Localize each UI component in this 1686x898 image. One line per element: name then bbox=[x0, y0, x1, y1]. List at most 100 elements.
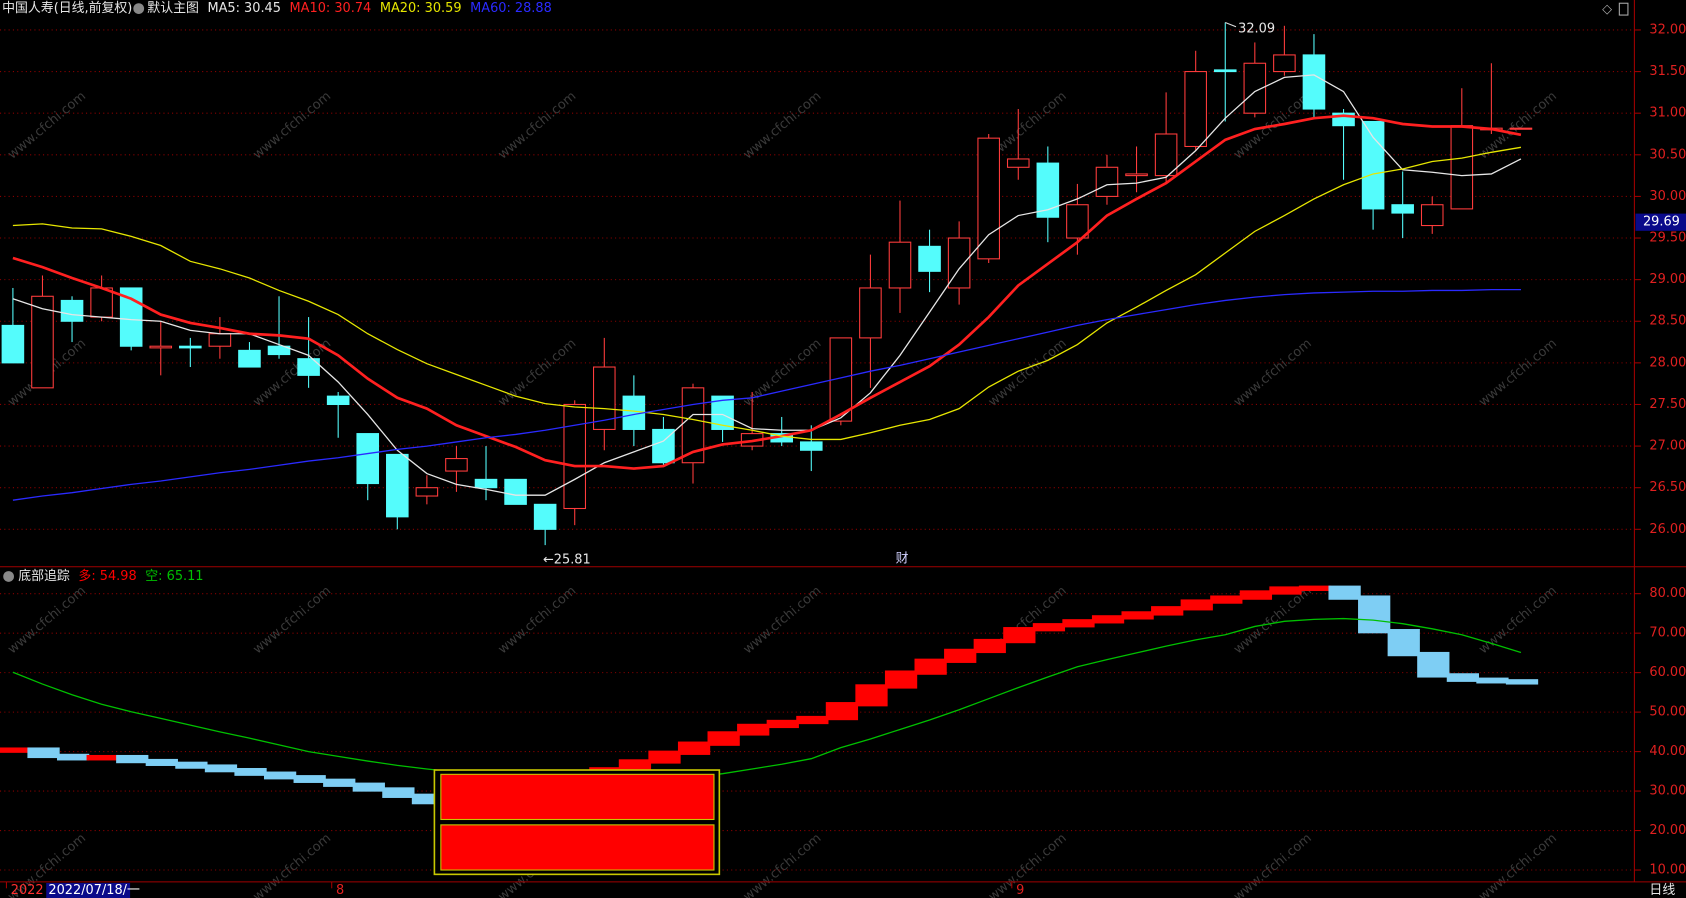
tracking-block bbox=[323, 778, 356, 787]
y-tick-label: 60.00 bbox=[1649, 665, 1686, 680]
tracking-block bbox=[1239, 590, 1273, 600]
candle-body bbox=[267, 345, 291, 356]
tracking-block bbox=[1387, 629, 1420, 657]
y-tick-label: 80.00 bbox=[1649, 586, 1686, 601]
tracking-block bbox=[1269, 586, 1302, 595]
candle-body bbox=[90, 287, 113, 318]
ma-line bbox=[12, 146, 1522, 441]
icon-diamond[interactable]: ◇ bbox=[1602, 2, 1612, 17]
tracking-block bbox=[1417, 651, 1450, 678]
candle-body bbox=[179, 345, 202, 349]
tracking-block bbox=[116, 754, 149, 764]
y-tick-label: 20.00 bbox=[1649, 823, 1686, 838]
candle-body bbox=[681, 387, 705, 464]
legend-entry: MA5: 30.45 bbox=[207, 1, 280, 16]
chart-title: 中国人寿(日线,前复权) bbox=[2, 0, 132, 16]
menu-icon[interactable] bbox=[133, 3, 145, 14]
candle-body bbox=[593, 366, 616, 430]
y-tick-label: 27.50 bbox=[1649, 397, 1686, 412]
extreme-label: ←25.81 bbox=[543, 553, 591, 568]
period-label: 日线 bbox=[1649, 883, 1675, 898]
tracking-block bbox=[707, 731, 740, 746]
y-tick-label: 28.00 bbox=[1649, 355, 1686, 370]
candle-body bbox=[297, 358, 320, 376]
tracking-block bbox=[0, 747, 31, 753]
annotation-pointer bbox=[1225, 21, 1237, 28]
ma-line bbox=[12, 74, 1522, 496]
chart-subtitle: 默认主图 bbox=[147, 0, 199, 16]
tracking-block bbox=[1476, 677, 1509, 684]
cursor-label: 2022/07/18/一 bbox=[48, 883, 140, 898]
candle-body bbox=[859, 287, 882, 339]
candle-body bbox=[474, 478, 498, 489]
tracking-block bbox=[737, 723, 770, 736]
tracking-block bbox=[766, 719, 799, 729]
legend-entry: 空: 65.11 bbox=[145, 569, 203, 584]
current-price-label: 29.69 bbox=[1643, 215, 1680, 230]
tracking-block bbox=[175, 761, 208, 769]
candle-body bbox=[386, 453, 409, 518]
tracking-block bbox=[411, 793, 445, 805]
candle-body bbox=[445, 458, 468, 472]
x-tick-label: 8 bbox=[336, 883, 344, 898]
candle-body bbox=[149, 345, 173, 349]
y-tick-label: 27.00 bbox=[1649, 439, 1686, 454]
candle-body bbox=[1273, 54, 1296, 73]
tracking-block bbox=[1298, 585, 1332, 591]
highlight-fill bbox=[440, 824, 715, 871]
tracking-block bbox=[618, 759, 652, 772]
candle-body bbox=[799, 441, 823, 451]
candle-body bbox=[1361, 120, 1385, 210]
y-tick-label: 30.00 bbox=[1649, 784, 1686, 799]
extreme-label: 32.09 bbox=[1238, 21, 1275, 36]
tracking-block bbox=[1358, 595, 1391, 634]
y-tick-label: 26.00 bbox=[1649, 522, 1686, 537]
ma-line bbox=[12, 114, 1522, 470]
tracking-block bbox=[263, 771, 297, 780]
tracking-block bbox=[825, 702, 859, 721]
icon-window[interactable] bbox=[1618, 2, 1629, 16]
legend-entry: MA10: 30.74 bbox=[290, 1, 372, 16]
candle-body bbox=[238, 349, 261, 368]
candle-body bbox=[829, 337, 853, 422]
candle-body bbox=[888, 241, 912, 289]
tracking-block bbox=[1032, 623, 1066, 632]
tracking-block bbox=[648, 750, 681, 764]
candle-body bbox=[415, 487, 439, 497]
candle-body bbox=[977, 137, 1000, 260]
y-tick-label: 70.00 bbox=[1649, 626, 1686, 641]
tracking-block bbox=[1062, 619, 1095, 628]
tracking-block bbox=[1151, 606, 1184, 616]
tracking-block bbox=[677, 741, 711, 755]
tracking-block bbox=[204, 764, 238, 773]
tracking-block bbox=[973, 638, 1006, 654]
candle-body bbox=[1154, 133, 1178, 177]
menu-icon[interactable] bbox=[3, 571, 14, 582]
candle-body bbox=[1095, 166, 1119, 197]
highlight-fill bbox=[440, 773, 715, 821]
tracking-block bbox=[914, 658, 947, 675]
tracking-block bbox=[796, 715, 829, 725]
y-tick-label: 32.00 bbox=[1649, 22, 1686, 37]
tracking-block bbox=[382, 787, 415, 798]
candle-body bbox=[1066, 204, 1089, 239]
candle-body bbox=[918, 245, 941, 272]
candle-body bbox=[1006, 158, 1030, 168]
x-tick-label: 9 bbox=[1016, 883, 1024, 898]
y-tick-label: 28.50 bbox=[1649, 314, 1686, 329]
tracking-line bbox=[12, 617, 1522, 783]
candle-body bbox=[947, 237, 971, 289]
candle-body bbox=[1420, 204, 1444, 227]
tracking-block bbox=[293, 775, 326, 783]
tracking-block bbox=[352, 782, 385, 792]
candle-body bbox=[356, 433, 380, 485]
candle-body bbox=[652, 428, 675, 464]
tracking-block bbox=[1328, 585, 1361, 600]
tracking-block bbox=[234, 767, 267, 776]
candle-body bbox=[1450, 125, 1474, 210]
tracking-block bbox=[944, 648, 977, 663]
tracking-block bbox=[1091, 615, 1125, 624]
tracking-block bbox=[1121, 611, 1154, 620]
tracking-block bbox=[1210, 595, 1243, 604]
